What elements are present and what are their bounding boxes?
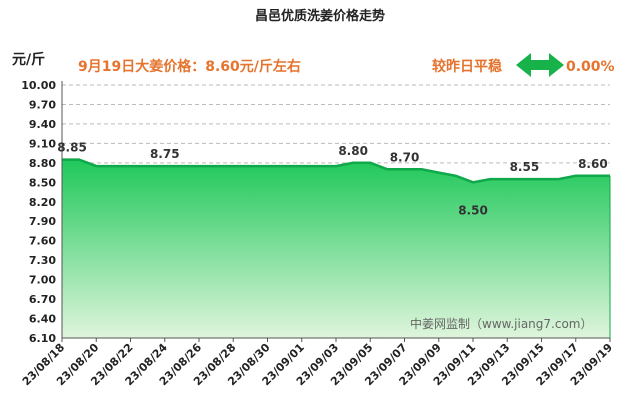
chart-title: 昌邑优质洗姜价格走势 — [255, 8, 385, 24]
y-tick-label: 7.90 — [29, 215, 56, 228]
compare-value: 0.00% — [566, 59, 615, 75]
price-area — [62, 158, 610, 338]
y-tick-label: 9.70 — [29, 98, 56, 111]
y-tick-label: 8.50 — [29, 176, 56, 189]
data-label: 8.80 — [338, 144, 368, 158]
area-fill — [62, 159, 610, 338]
y-tick-label: 8.80 — [29, 157, 56, 170]
y-tick-label: 7.30 — [29, 254, 56, 267]
data-labels: 8.85 8.75 8.80 8.70 8.50 8.55 8.60 — [57, 141, 607, 218]
y-axis-ticks: 10.00 9.70 9.40 9.10 8.80 8.50 8.20 7.90 7.60 7.3… — [21, 79, 56, 345]
y-tick-label: 9.10 — [29, 137, 56, 150]
data-label: 8.70 — [390, 150, 420, 164]
data-label: 8.60 — [578, 157, 608, 171]
watermark: 中姜网监制（www.jiang7.com） — [410, 316, 592, 331]
x-axis-ticks: 23/08/1823/08/2023/08/2223/08/2423/08/26… — [20, 338, 615, 388]
data-label: 8.85 — [57, 141, 87, 155]
y-tick-label: 10.00 — [21, 79, 56, 92]
y-tick-label: 8.20 — [29, 196, 56, 209]
data-label: 8.75 — [150, 147, 180, 161]
y-tick-label: 7.00 — [29, 274, 56, 287]
y-tick-label: 6.40 — [29, 313, 56, 326]
data-label: 8.55 — [510, 160, 540, 174]
y-tick-label: 6.10 — [29, 332, 56, 345]
y-tick-label: 7.60 — [29, 235, 56, 248]
y-tick-label: 9.40 — [29, 118, 56, 131]
price-line — [62, 158, 610, 184]
price-info: 9月19日大姜价格：8.60元/斤左右 — [78, 58, 301, 75]
data-label: 8.50 — [458, 203, 488, 217]
compare-label: 较昨日平稳 — [432, 58, 502, 75]
unit-label: 元/斤 — [12, 51, 45, 68]
double-arrow-icon — [516, 53, 564, 77]
y-tick-label: 6.70 — [29, 293, 56, 306]
